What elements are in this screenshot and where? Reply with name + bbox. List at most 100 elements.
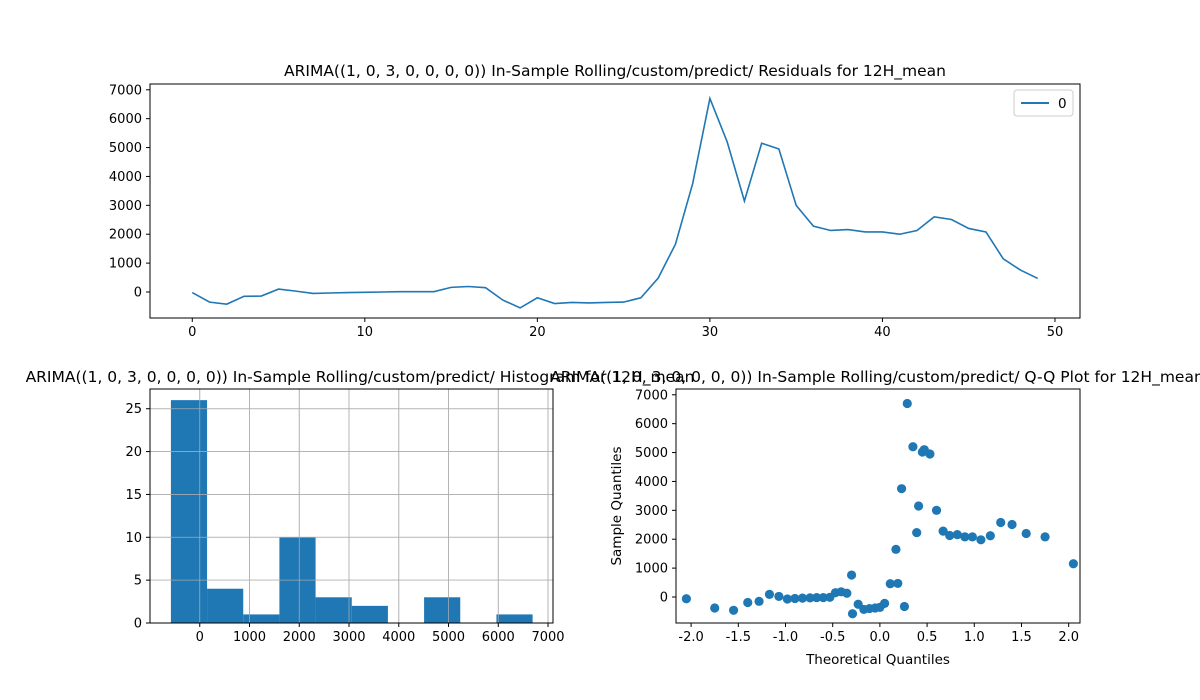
legend: 0: [1013, 89, 1074, 117]
histogram-bar: [496, 614, 533, 623]
qq-point: [967, 532, 977, 542]
qq-point: [681, 594, 691, 604]
residuals-y-tick-label: 3000: [109, 199, 142, 214]
qq-y-tick-label: 5000: [635, 446, 668, 461]
qq-point: [938, 526, 948, 536]
qq-point: [917, 447, 927, 457]
histogram-x-tick-label: 1000: [233, 630, 266, 645]
qq-point: [945, 530, 955, 541]
qq-y-tick-label: 7000: [635, 388, 668, 403]
residuals-x-tick-label: 30: [702, 325, 719, 340]
histogram-y-tick-label: 0: [134, 617, 142, 632]
qq-x-tick-label: 0.5: [917, 630, 938, 645]
residuals-y-tick-label: 1000: [109, 257, 142, 272]
qq-point: [925, 449, 935, 459]
residuals-y-tick-label: 2000: [109, 228, 142, 243]
qq-point: [985, 531, 995, 541]
qq-point: [996, 517, 1006, 528]
qq-point: [812, 592, 822, 603]
qq-axes-frame: [675, 388, 1081, 624]
histogram-y-tick-label: 25: [125, 402, 142, 417]
qq-x-tick-label: 0.0: [870, 630, 891, 645]
qq-y-tick-label: 0: [660, 591, 668, 606]
residuals-y-tick-label: 5000: [109, 141, 142, 156]
qq-point: [710, 603, 720, 613]
qq-point: [880, 598, 890, 608]
histogram-x-tick-label: 7000: [531, 630, 564, 645]
residuals-y-tick-label: 7000: [109, 83, 142, 98]
qq-point: [764, 589, 775, 600]
qq-point: [952, 530, 962, 540]
qq-point: [893, 578, 903, 589]
qq-y-axis-label: Sample Quantiles: [609, 446, 625, 565]
qq-y-tick-label: 4000: [635, 475, 668, 490]
histogram-bar: [243, 614, 280, 623]
qq-point: [908, 442, 918, 452]
qq-point: [797, 593, 808, 603]
qq-point: [847, 609, 858, 619]
qq-x-tick-label: -1.0: [773, 630, 798, 645]
qq-point: [1068, 559, 1078, 569]
qq-point: [1007, 519, 1017, 530]
qq-point: [976, 535, 986, 545]
histogram-chart: ARIMA((1, 0, 3, 0, 0, 0, 0)) In-Sample R…: [26, 368, 695, 645]
qq-x-tick-label: 1.5: [1011, 630, 1032, 645]
qq-point: [842, 588, 852, 598]
qq-point: [913, 501, 924, 511]
qq-title: ARIMA((1, 0, 3, 0, 0, 0, 0)) In-Sample R…: [550, 368, 1200, 387]
residuals-x-tick-label: 50: [1047, 325, 1064, 340]
histogram-bar: [207, 588, 244, 623]
qq-point: [885, 579, 895, 589]
qq-point: [754, 596, 764, 606]
residuals-axes-frame: [149, 83, 1081, 319]
residuals-title: ARIMA((1, 0, 3, 0, 0, 0, 0)) In-Sample R…: [284, 62, 946, 81]
qq-x-tick-label: 2.0: [1058, 630, 1079, 645]
qq-point: [902, 398, 912, 409]
qq-x-tick-label: -1.5: [726, 630, 751, 645]
qq-x-tick-label: 1.0: [964, 630, 985, 645]
qq-x-tick-label: -0.5: [820, 630, 845, 645]
histogram-y-tick-label: 10: [125, 531, 142, 546]
histogram-x-tick-label: 2000: [283, 630, 316, 645]
qq-y-tick-label: 3000: [635, 504, 668, 519]
histogram-y-tick-label: 5: [134, 574, 142, 589]
qq-x-axis-label: Theoretical Quantiles: [805, 652, 950, 668]
histogram-y-tick-label: 20: [125, 445, 142, 460]
residuals-y-tick-label: 4000: [109, 170, 142, 185]
qq-point: [891, 544, 901, 554]
residuals-series-line: [191, 95, 1039, 309]
histogram-y-tick-label: 15: [125, 488, 142, 503]
qq-point: [896, 484, 907, 494]
qq-y-tick-label: 6000: [635, 417, 668, 432]
histogram-x-tick-label: 3000: [332, 630, 365, 645]
residuals-y-tick-label: 0: [134, 286, 142, 301]
histogram-title: ARIMA((1, 0, 3, 0, 0, 0, 0)) In-Sample R…: [26, 368, 695, 387]
qq-point: [931, 505, 942, 515]
residuals-y-tick-label: 6000: [109, 112, 142, 127]
histogram-x-tick-label: 6000: [482, 630, 515, 645]
residuals-line-chart: ARIMA((1, 0, 3, 0, 0, 0, 0)) In-Sample R…: [109, 62, 1081, 340]
residuals-x-tick-label: 40: [874, 325, 891, 340]
qq-point: [960, 532, 970, 542]
residuals-x-tick-label: 0: [188, 325, 196, 340]
histogram-bar: [315, 597, 352, 623]
residuals-x-tick-label: 10: [357, 325, 374, 340]
qq-point: [818, 592, 828, 603]
qq-point: [846, 570, 857, 580]
histogram-axes-frame: [149, 388, 554, 624]
qq-y-tick-label: 1000: [635, 562, 668, 577]
qq-point: [1021, 528, 1031, 539]
qq-x-tick-label: -2.0: [678, 630, 703, 645]
qq-point: [782, 594, 792, 604]
qq-y-tick-label: 2000: [635, 533, 668, 548]
qq-point: [912, 527, 922, 538]
histogram-bar: [424, 597, 461, 623]
qq-point: [743, 597, 753, 608]
histogram-bar: [351, 605, 388, 623]
qq-point: [899, 601, 910, 612]
qq-point: [774, 591, 784, 602]
qq-point: [1040, 532, 1050, 542]
qq-point: [805, 593, 815, 603]
histogram-bar: [170, 400, 208, 623]
